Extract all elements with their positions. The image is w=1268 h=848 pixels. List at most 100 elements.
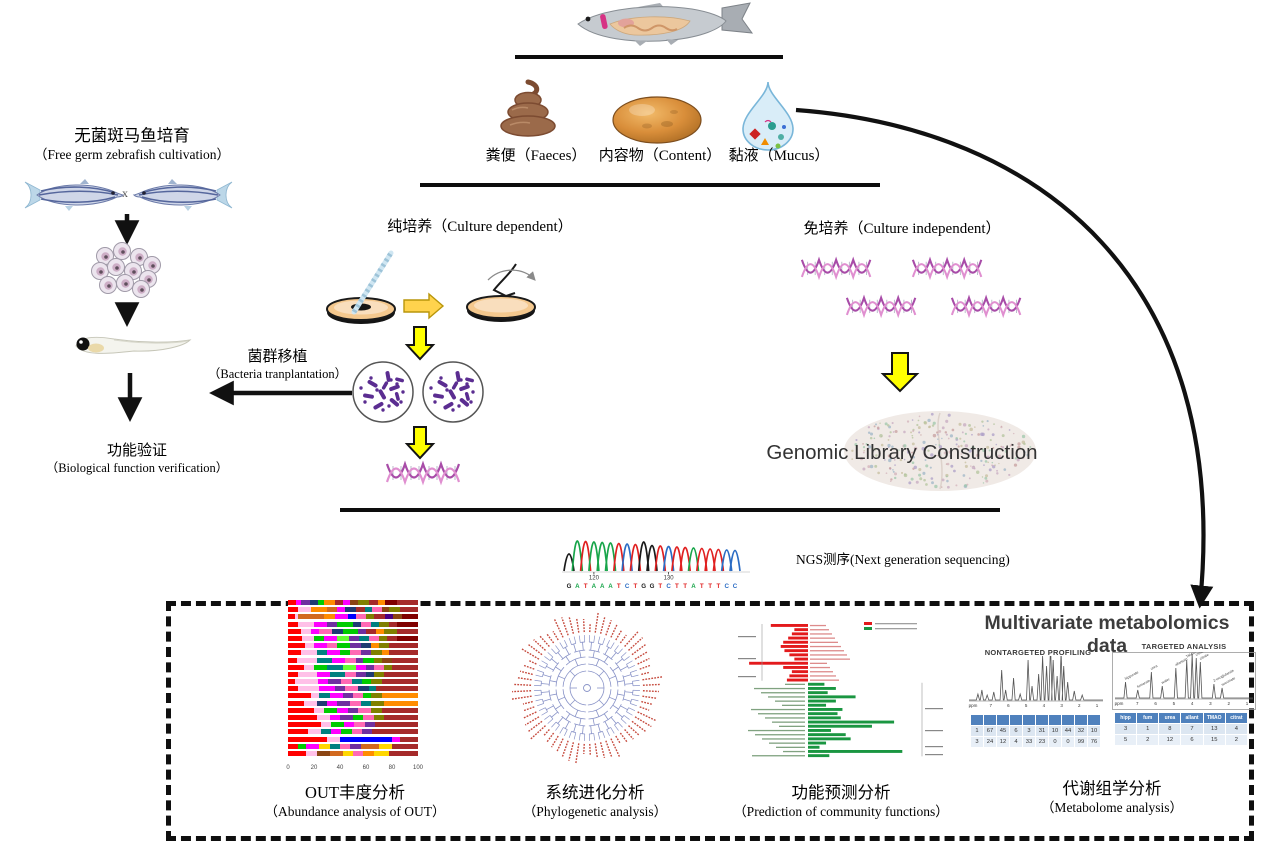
verification-label-en: （Biological function verification） (45, 460, 229, 475)
table-row: 3 1 8 7 13 4 (1113, 723, 1249, 735)
content-label: 内容物（Content） (598, 148, 722, 164)
targeted-table-wrap: hipp fum urea allant TMAO citrat 3 1 8 7 13 4 5 2 12 6 1… (1113, 712, 1249, 746)
abundance-stacked-bars (288, 600, 418, 760)
abundance-row (288, 693, 418, 699)
function-caption-cn: 功能预测分析 (791, 783, 891, 802)
svg-text:A: A (592, 583, 597, 590)
larva-icon (75, 336, 192, 354)
svg-text:6: 6 (1007, 703, 1010, 708)
phylogenetic-tree (510, 612, 663, 765)
abundance-row (288, 743, 418, 749)
svg-text:ppm: ppm (1115, 701, 1124, 706)
svg-text:A: A (600, 583, 605, 590)
svg-text:T: T (708, 583, 712, 590)
svg-text:T: T (700, 583, 704, 590)
abundance-row (288, 643, 418, 649)
phylo-caption-cn: 系统进化分析 (545, 783, 645, 802)
svg-text:5: 5 (1173, 701, 1176, 706)
abundance-row (288, 614, 418, 620)
abundance-row (288, 650, 418, 656)
inoculation-stick-stripes (351, 251, 394, 314)
svg-text:T: T (617, 583, 621, 590)
dna-icon-3 (845, 296, 917, 316)
dna-icon-1 (800, 258, 872, 278)
abundance-x-axis: 0 20 40 60 80 100 (286, 765, 424, 771)
mucus-droplet-icon (742, 81, 794, 151)
dna-icon-culture-dep (385, 462, 461, 484)
svg-text:allantoin: allantoin (1174, 657, 1188, 667)
abundance-row (288, 628, 418, 634)
verification-label: 功能验证 （Biological function verification） (12, 442, 262, 476)
yellow-block-arrow-3 (880, 352, 920, 393)
svg-text:4: 4 (1043, 703, 1046, 708)
svg-text:C: C (625, 583, 630, 590)
svg-text:7: 7 (1136, 701, 1139, 706)
svg-text:T: T (584, 583, 588, 590)
yellow-block-arrow-1 (404, 326, 436, 361)
svg-text:T: T (717, 583, 721, 590)
svg-text:T: T (658, 583, 662, 590)
svg-text:ppm: ppm (969, 703, 978, 708)
culture-independent-label: 免培养（Culture independent） (803, 221, 1001, 237)
svg-text:C: C (724, 583, 729, 590)
zebrafish-right-icon (133, 178, 233, 212)
svg-text:C: C (733, 583, 738, 590)
svg-text:hippurate: hippurate (1124, 670, 1139, 681)
ngs-label: NGS测序(Next generation sequencing) (796, 552, 1010, 567)
streak-motion-arrow (487, 269, 536, 281)
svg-text:A: A (691, 583, 696, 590)
svg-text:1: 1 (1246, 701, 1249, 706)
svg-text:7: 7 (989, 703, 992, 708)
svg-text:2: 2 (1227, 701, 1230, 706)
mucus-label: 黏液（Mucus） (728, 148, 830, 164)
petri-dish-2-icon (466, 295, 536, 323)
svg-text:G: G (641, 583, 646, 590)
nontargeted-spectrum: ppm 7 6 5 4 3 2 1 (969, 656, 1103, 708)
gut-content-icon (612, 96, 702, 144)
abundance-row (288, 664, 418, 670)
phylo-caption: 系统进化分析 （Phylogenetic analysis） (475, 783, 715, 821)
abundance-row (288, 707, 418, 713)
svg-text:TMAO: TMAO (1185, 652, 1196, 659)
abundance-row (288, 657, 418, 663)
abundance-row (288, 600, 418, 605)
dna-icon-2 (911, 258, 983, 278)
germfree-title-cn: 无菌斑马鱼培育 (74, 126, 190, 145)
svg-text:2: 2 (1078, 703, 1081, 708)
cross-symbol: x (122, 186, 128, 200)
abundance-row (288, 700, 418, 706)
nontargeted-subtitle: NONTARGETED PROFILING (984, 648, 1092, 657)
svg-text:succinate: succinate (1221, 676, 1236, 687)
svg-text:citrate: citrate (1199, 653, 1210, 661)
function-prediction-chart (738, 622, 943, 758)
petri-dish-1-icon (326, 297, 396, 325)
verification-label-cn: 功能验证 (106, 443, 167, 459)
yellow-right-arrow (403, 292, 445, 320)
abundance-row (288, 679, 418, 685)
fish-with-gut-icon (577, 2, 754, 46)
culture-dependent-label: 纯培养（Culture dependent） (387, 219, 573, 235)
svg-text:T: T (683, 583, 687, 590)
transplant-label-en: （Bacteria tranplantation） (207, 366, 348, 381)
svg-text:A: A (575, 583, 580, 590)
metabolome-caption-en: （Metabolome analysis） (1040, 799, 1184, 815)
table-row: 5 2 12 6 15 2 (1113, 734, 1249, 746)
svg-text:3: 3 (1209, 701, 1212, 706)
analysis-dashed-box (166, 601, 1254, 841)
abundance-row (288, 715, 418, 720)
metabolomics-title: Multivariate metabolomics data (984, 612, 1230, 657)
svg-text:T: T (675, 583, 679, 590)
zebrafish-left-icon (24, 178, 124, 212)
svg-text:1: 1 (1096, 703, 1099, 708)
inoculation-stick-icon (351, 250, 394, 315)
targeted-table: hipp fum urea allant TMAO citrat 3 1 8 7 13 4 5 2 12 6 1… (1113, 712, 1249, 746)
svg-text:6: 6 (1154, 701, 1157, 706)
abundance-caption: OUT丰度分析 （Abundance analysis of OUT） (235, 783, 475, 821)
svg-text:5: 5 (1025, 703, 1028, 708)
svg-text:3: 3 (1060, 703, 1063, 708)
svg-text:A: A (608, 583, 613, 590)
phylo-caption-en: （Phylogenetic analysis） (522, 803, 668, 819)
